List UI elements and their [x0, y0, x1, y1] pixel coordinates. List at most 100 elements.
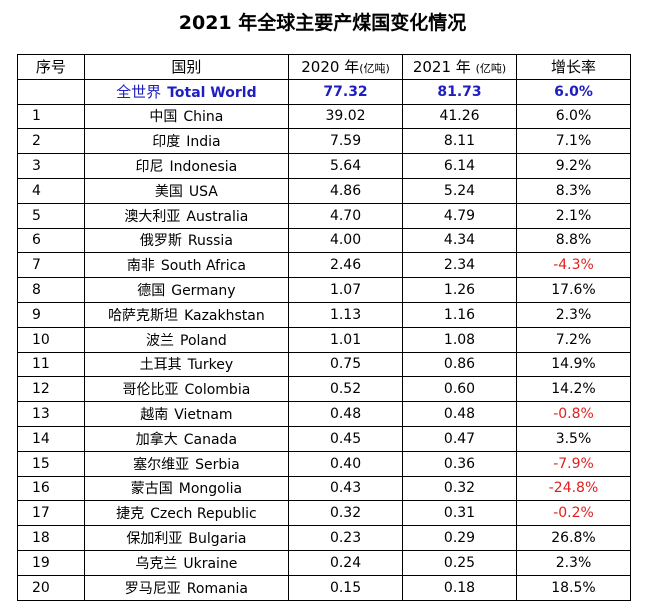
index-cell: 17 [17, 500, 85, 527]
header-growth-rate: 增长率 [516, 54, 631, 80]
country-name-en: Serbia [195, 456, 240, 473]
value-2021-cell: 0.32 [402, 475, 517, 502]
value-2020-cell: 1.13 [288, 301, 404, 328]
value-2021-cell: 41.26 [402, 103, 517, 130]
growth-rate-cell: 7.1% [516, 128, 631, 155]
index-cell: 19 [17, 549, 85, 576]
index-cell: 15 [17, 450, 85, 477]
country-cell: 澳大利亚 Australia [83, 202, 290, 229]
country-cell: 罗马尼亚 Romania [83, 574, 290, 601]
country-name-zh: 美国 [154, 183, 183, 200]
value-2020-cell: 2.46 [288, 252, 404, 279]
index-cell: 10 [17, 326, 85, 353]
table-row: 8 德国 Germany 1.07 1.26 17.6% [17, 277, 631, 303]
country-name-zh: 罗马尼亚 [124, 580, 181, 597]
world-country-cell: 全世界 Total World [83, 78, 290, 105]
growth-rate-cell: 9.2% [516, 153, 631, 179]
world-name-zh: 全世界 [116, 83, 162, 102]
country-name-zh: 德国 [137, 283, 166, 300]
world-2021-cell: 81.73 [402, 78, 517, 105]
country-cell: 哈萨克斯坦 Kazakhstan [83, 301, 290, 328]
table-row: 5 澳大利亚 Australia 4.70 4.79 2.1% [17, 202, 631, 229]
country-name-en: Kazakhstan [184, 307, 265, 324]
table-row: 15 塞尔维亚 Serbia 0.40 0.36 -7.9% [17, 450, 631, 477]
index-cell: 4 [17, 177, 85, 204]
value-2021-cell: 6.14 [402, 153, 517, 179]
country-cell: 印度 India [83, 128, 290, 155]
growth-rate-cell: 26.8% [516, 525, 631, 551]
growth-rate-cell: 6.0% [516, 103, 631, 130]
table-row: 11 土耳其 Turkey 0.75 0.86 14.9% [17, 351, 631, 378]
table-row: 10 波兰 Poland 1.01 1.08 7.2% [17, 326, 631, 353]
world-rate-cell: 6.0% [516, 78, 631, 105]
index-cell: 9 [17, 301, 85, 328]
country-name-en: Mongolia [178, 481, 243, 498]
country-cell: 乌克兰 Ukraine [83, 549, 290, 576]
value-2021-cell: 0.47 [402, 425, 517, 452]
country-name-zh: 蒙古国 [130, 481, 173, 498]
country-name-en: China [183, 109, 224, 126]
value-2021-cell: 1.08 [402, 326, 517, 353]
value-2020-cell: 0.23 [288, 525, 404, 551]
world-index-cell [17, 78, 85, 105]
country-cell: 中国 China [83, 103, 290, 130]
country-name-en: Vietnam [174, 407, 233, 424]
growth-rate-cell: 8.3% [516, 177, 631, 204]
country-cell: 蒙古国 Mongolia [83, 475, 290, 502]
value-2020-cell: 0.48 [288, 401, 404, 427]
growth-rate-cell: 18.5% [516, 574, 631, 601]
country-name-en: Germany [171, 283, 236, 300]
value-2021-cell: 4.79 [402, 202, 517, 229]
index-cell: 8 [17, 277, 85, 303]
header-2020-label: 2020 年 [301, 58, 360, 77]
growth-rate-cell: 14.9% [516, 351, 631, 378]
country-cell: 哥伦比亚 Colombia [83, 376, 290, 403]
country-cell: 美国 USA [83, 177, 290, 204]
table-row: 16 蒙古国 Mongolia 0.43 0.32 -24.8% [17, 475, 631, 502]
country-name-zh: 乌克兰 [135, 555, 178, 572]
value-2021-cell: 0.25 [402, 549, 517, 576]
country-name-en: USA [188, 183, 218, 200]
index-cell: 6 [17, 227, 85, 254]
country-name-en: India [186, 134, 221, 151]
value-2021-cell: 0.29 [402, 525, 517, 551]
value-2021-cell: 0.60 [402, 376, 517, 403]
country-name-zh: 哥伦比亚 [122, 382, 179, 399]
country-cell: 捷克 Czech Republic [83, 500, 290, 527]
country-cell: 德国 Germany [83, 277, 290, 303]
country-cell: 印尼 Indonesia [83, 153, 290, 179]
country-name-zh: 俄罗斯 [139, 233, 182, 250]
country-cell: 加拿大 Canada [83, 425, 290, 452]
value-2020-cell: 39.02 [288, 103, 404, 130]
country-name-zh: 哈萨克斯坦 [108, 307, 179, 324]
value-2020-cell: 0.52 [288, 376, 404, 403]
value-2021-cell: 4.34 [402, 227, 517, 254]
value-2020-cell: 0.45 [288, 425, 404, 452]
country-name-zh: 加拿大 [135, 431, 178, 448]
value-2020-cell: 4.86 [288, 177, 404, 204]
index-cell: 11 [17, 351, 85, 378]
value-2021-cell: 8.11 [402, 128, 517, 155]
value-2020-cell: 0.24 [288, 549, 404, 576]
country-name-zh: 土耳其 [139, 357, 182, 374]
table-row: 14 加拿大 Canada 0.45 0.47 3.5% [17, 425, 631, 452]
country-name-zh: 澳大利亚 [124, 208, 181, 225]
country-cell: 波兰 Poland [83, 326, 290, 353]
growth-rate-cell: 2.3% [516, 549, 631, 576]
growth-rate-cell: 2.3% [516, 301, 631, 328]
country-name-zh: 塞尔维亚 [133, 456, 190, 473]
header-2020: 2020 年(亿吨) [288, 54, 404, 80]
growth-rate-cell: -24.8% [516, 475, 631, 502]
index-cell: 16 [17, 475, 85, 502]
index-cell: 5 [17, 202, 85, 229]
growth-rate-cell: 17.6% [516, 277, 631, 303]
value-2021-cell: 1.26 [402, 277, 517, 303]
header-2021-label: 2021 年 [412, 58, 471, 77]
value-2021-cell: 0.36 [402, 450, 517, 477]
country-name-en: Indonesia [169, 159, 238, 176]
value-2020-cell: 0.75 [288, 351, 404, 378]
growth-rate-cell: 3.5% [516, 425, 631, 452]
growth-rate-cell: -0.8% [516, 401, 631, 427]
value-2020-cell: 4.70 [288, 202, 404, 229]
country-name-zh: 保加利亚 [126, 531, 183, 548]
